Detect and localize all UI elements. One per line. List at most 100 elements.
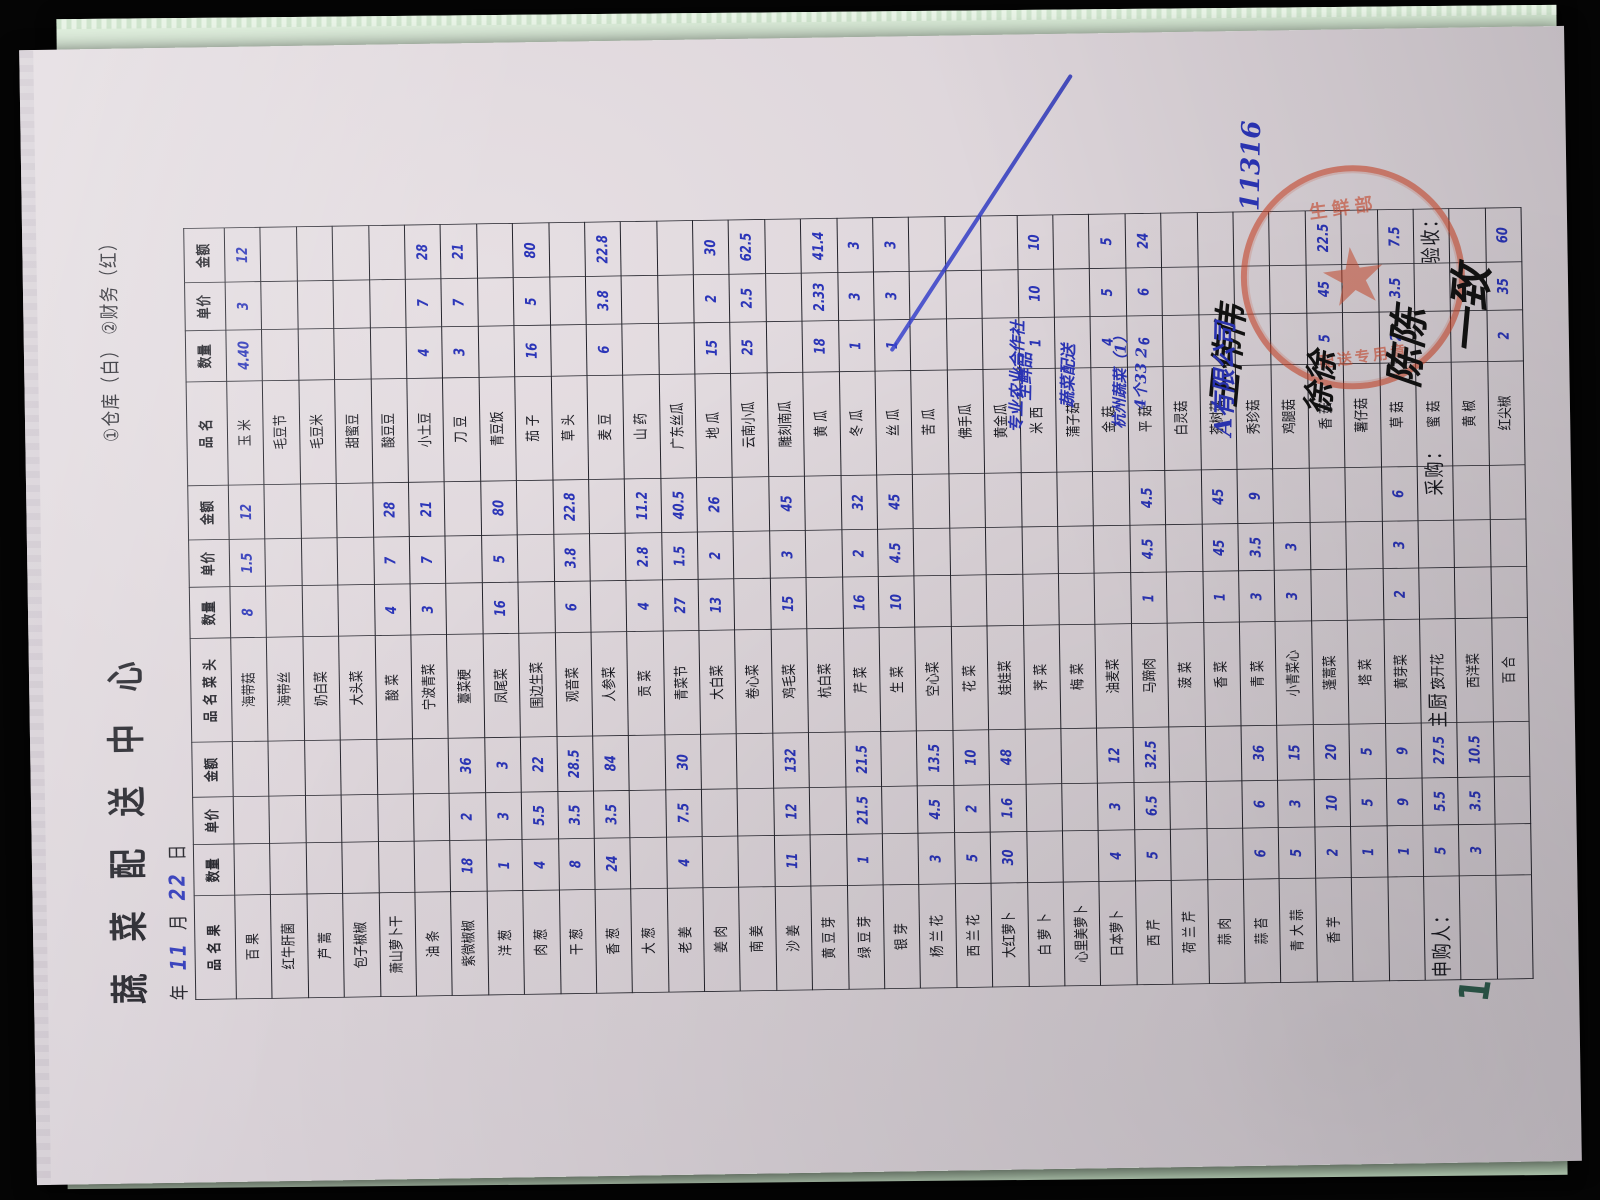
amount-cell[interactable]: 80 — [511, 222, 549, 278]
amount-cell[interactable]: 26 — [696, 476, 733, 532]
quantity-cell[interactable] — [737, 835, 775, 887]
amount-cell[interactable] — [628, 734, 665, 790]
unit-price-cell[interactable] — [260, 280, 298, 329]
quantity-cell[interactable] — [445, 582, 483, 635]
quantity-cell[interactable] — [657, 322, 695, 374]
quantity-cell[interactable] — [1450, 309, 1487, 362]
amount-cell[interactable] — [267, 740, 305, 796]
quantity-cell[interactable]: 5 — [1306, 312, 1343, 364]
unit-price-cell[interactable] — [1161, 266, 1198, 315]
quantity-cell[interactable] — [981, 317, 1019, 369]
quantity-cell[interactable]: 2 — [1378, 310, 1415, 363]
quantity-cell[interactable] — [1057, 572, 1095, 625]
quantity-cell[interactable] — [949, 574, 987, 627]
amount-cell[interactable]: 60 — [1484, 207, 1522, 263]
quantity-cell[interactable]: 13 — [697, 578, 735, 631]
unit-price-cell[interactable] — [764, 272, 802, 322]
quantity-cell[interactable] — [517, 581, 555, 634]
unit-price-cell[interactable] — [732, 530, 770, 579]
amount-cell[interactable]: 28 — [371, 481, 409, 537]
unit-price-cell[interactable]: 3.5 — [1457, 776, 1495, 825]
quantity-cell[interactable] — [805, 576, 843, 629]
footer-receiver-label[interactable]: 验收： — [1418, 209, 1443, 264]
unit-price-cell[interactable]: 45 — [1201, 523, 1239, 572]
unit-price-cell[interactable]: 5.5 — [520, 790, 558, 840]
quantity-cell[interactable] — [1061, 829, 1099, 882]
quantity-cell[interactable]: 3 — [441, 325, 479, 378]
amount-cell[interactable]: 4.5 — [1128, 469, 1166, 525]
quantity-cell[interactable]: 11 — [773, 834, 811, 887]
quantity-cell[interactable]: 16 — [481, 582, 519, 634]
quantity-cell[interactable] — [1165, 571, 1203, 623]
footer-purchaser-label[interactable]: 采购： — [1421, 441, 1447, 496]
unit-price-cell[interactable]: 3 — [768, 529, 806, 579]
unit-price-cell[interactable]: 3.5 — [1377, 263, 1415, 312]
amount-cell[interactable] — [1164, 469, 1202, 525]
amount-cell[interactable] — [475, 222, 513, 279]
unit-price-cell[interactable] — [1205, 780, 1243, 829]
quantity-cell[interactable]: 8 — [557, 837, 595, 890]
amount-cell[interactable]: 28.5 — [556, 735, 593, 791]
quantity-cell[interactable] — [301, 584, 339, 637]
unit-price-cell[interactable] — [444, 535, 482, 584]
amount-cell[interactable] — [1168, 726, 1206, 782]
amount-cell[interactable]: 24 — [1124, 212, 1162, 268]
unit-price-cell[interactable]: 4.5 — [877, 528, 914, 577]
unit-price-cell[interactable]: 6 — [1125, 267, 1162, 316]
unit-price-cell[interactable] — [1309, 521, 1347, 570]
quantity-cell[interactable] — [1494, 823, 1532, 875]
amount-cell[interactable]: 84 — [592, 735, 629, 791]
unit-price-cell[interactable]: 45 — [1305, 264, 1343, 313]
quantity-cell[interactable]: 4.40 — [225, 328, 263, 381]
amount-cell[interactable]: 13.5 — [916, 730, 954, 786]
quantity-cell[interactable]: 1 — [1017, 316, 1055, 369]
amount-cell[interactable]: 9 — [1384, 722, 1422, 778]
amount-cell[interactable]: 9 — [1236, 468, 1274, 524]
amount-cell[interactable]: 7.5 — [1376, 208, 1414, 264]
unit-price-cell[interactable] — [1453, 519, 1491, 568]
unit-price-cell[interactable] — [1021, 526, 1058, 575]
amount-cell[interactable]: 32.5 — [1132, 726, 1170, 782]
unit-price-cell[interactable] — [985, 526, 1022, 575]
unit-price-cell[interactable]: 3 — [224, 281, 262, 330]
unit-price-cell[interactable]: 3.8 — [552, 533, 590, 582]
quantity-cell[interactable] — [1454, 566, 1491, 619]
quantity-cell[interactable]: 6 — [1125, 314, 1163, 367]
unit-price-cell[interactable]: 2.33 — [800, 272, 838, 321]
unit-price-cell[interactable]: 4.5 — [1129, 524, 1166, 573]
unit-price-cell[interactable] — [620, 275, 658, 324]
quantity-cell[interactable]: 6 — [553, 580, 591, 633]
unit-price-cell[interactable] — [1169, 780, 1207, 829]
unit-price-cell[interactable] — [1341, 263, 1379, 313]
quantity-cell[interactable] — [1053, 315, 1091, 368]
amount-cell[interactable] — [1020, 471, 1058, 527]
amount-cell[interactable] — [944, 215, 982, 271]
unit-price-cell[interactable] — [949, 527, 986, 576]
quantity-cell[interactable]: 4 — [1097, 829, 1135, 881]
unit-price-cell[interactable]: 5 — [1089, 267, 1126, 316]
amount-cell[interactable] — [656, 220, 693, 276]
unit-price-cell[interactable]: 1.6 — [989, 783, 1026, 832]
unit-price-cell[interactable] — [736, 787, 774, 836]
quantity-cell[interactable]: 15 — [693, 321, 731, 374]
amount-cell[interactable] — [1232, 210, 1270, 267]
quantity-cell[interactable] — [261, 328, 299, 381]
unit-price-cell[interactable] — [1025, 782, 1062, 832]
quantity-cell[interactable]: 4 — [665, 836, 703, 888]
quantity-cell[interactable]: 6 — [585, 323, 623, 375]
quantity-cell[interactable]: 8 — [229, 585, 267, 638]
quantity-cell[interactable] — [1346, 568, 1383, 621]
footer-chef-label[interactable]: 主厨： — [1425, 673, 1450, 728]
amount-cell[interactable] — [259, 226, 297, 282]
quantity-cell[interactable]: 4 — [625, 579, 663, 632]
unit-price-cell[interactable]: 1.5 — [660, 531, 698, 580]
unit-price-cell[interactable] — [1053, 268, 1090, 317]
amount-cell[interactable] — [804, 474, 842, 530]
quantity-cell[interactable]: 18 — [801, 319, 839, 372]
amount-cell[interactable]: 22.8 — [551, 478, 589, 534]
unit-price-cell[interactable]: 7 — [408, 535, 446, 584]
amount-cell[interactable]: 45 — [768, 475, 806, 531]
unit-price-cell[interactable] — [809, 786, 846, 835]
quantity-cell[interactable]: 18 — [449, 839, 487, 892]
quantity-cell[interactable] — [621, 322, 659, 375]
